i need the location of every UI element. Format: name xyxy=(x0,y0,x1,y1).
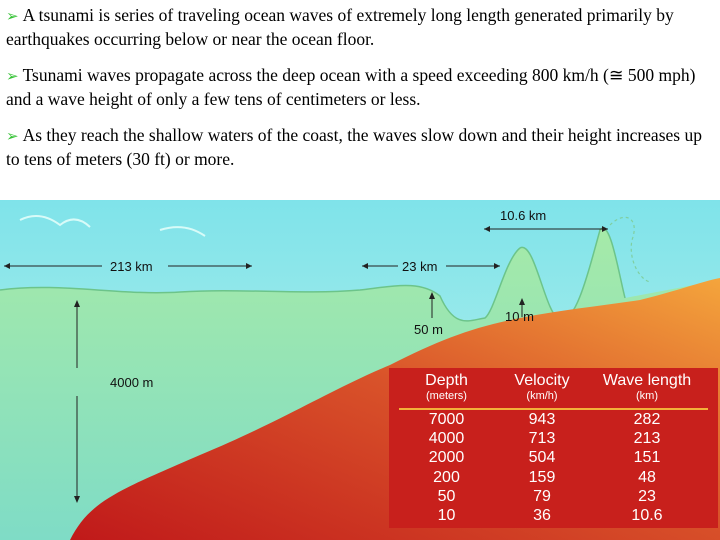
wave-surface xyxy=(0,227,626,322)
bullet-text: A tsunami is series of traveling ocean w… xyxy=(6,5,674,49)
bullet-text: Tsunami waves propagate across the deep … xyxy=(6,65,696,109)
cell-depth: 200 xyxy=(433,468,460,486)
wavelength-mid-label: 23 km xyxy=(402,259,437,274)
bullet-item: ➢ As they reach the shallow waters of the… xyxy=(6,124,716,171)
bullet-list: ➢ A tsunami is series of traveling ocean … xyxy=(6,4,716,184)
cell-wavelength: 282 xyxy=(633,411,661,428)
cell-wavelength: 213 xyxy=(633,430,661,448)
cell-wavelength: 151 xyxy=(633,449,661,467)
table-row: 2000 504 151 xyxy=(389,448,718,467)
table-row: 7000 943 282 xyxy=(389,410,718,429)
header-title: Velocity xyxy=(514,372,570,389)
breaking-wave-outline xyxy=(609,216,651,283)
header-unit: (meters) xyxy=(426,390,467,402)
table-header: Depth (meters) Velocity (km/h) Wave leng… xyxy=(389,372,718,412)
cell-depth: 2000 xyxy=(428,449,465,467)
arrowhead-bullet-icon: ➢ xyxy=(6,67,19,85)
header-title: Depth xyxy=(425,372,468,389)
cell-depth: 10 xyxy=(437,506,456,524)
cell-depth: 4000 xyxy=(428,430,465,448)
cell-depth: 50 xyxy=(437,487,456,505)
cell-wavelength: 10.6 xyxy=(631,506,663,524)
header-unit: (km) xyxy=(636,390,658,402)
bullet-item: ➢ A tsunami is series of traveling ocean … xyxy=(6,4,716,51)
arrowhead-bullet-icon: ➢ xyxy=(6,7,19,25)
cell-velocity: 36 xyxy=(533,506,551,524)
cell-velocity: 159 xyxy=(528,468,556,486)
depth-shallow-label: 10 m xyxy=(505,309,534,324)
header-velocity: Velocity (km/h) xyxy=(497,372,587,403)
wavelength-shallow-label: 10.6 km xyxy=(500,208,546,223)
depth-arrow xyxy=(74,300,80,503)
depth-label: 4000 m xyxy=(110,375,153,390)
wavelength-deep-label: 213 km xyxy=(110,259,153,274)
depth-mid-arrow xyxy=(429,292,435,318)
cloud-decoration xyxy=(159,226,206,237)
cell-wavelength: 48 xyxy=(638,468,656,486)
header-wavelength: Wave length (km) xyxy=(587,372,707,403)
header-divider xyxy=(399,408,708,410)
wavelength-deep-arrow xyxy=(4,263,252,269)
cell-wavelength: 23 xyxy=(638,487,656,505)
tsunami-data-table: Depth (meters) Velocity (km/h) Wave leng… xyxy=(389,368,718,528)
bullet-item: ➢ Tsunami waves propagate across the deep… xyxy=(6,64,716,111)
cell-velocity: 504 xyxy=(528,449,556,467)
table-row: 10 36 10.6 xyxy=(389,506,718,525)
arrowhead-bullet-icon: ➢ xyxy=(6,127,19,145)
cell-velocity: 79 xyxy=(533,487,551,505)
depth-mid-label: 50 m xyxy=(414,322,443,337)
header-depth: Depth (meters) xyxy=(399,372,494,403)
header-title: Wave length xyxy=(602,372,692,389)
wavelength-mid-arrow xyxy=(362,263,500,269)
table-row: 50 79 23 xyxy=(389,487,718,506)
table-row: 4000 713 213 xyxy=(389,429,718,448)
cell-velocity: 943 xyxy=(528,411,556,428)
cell-velocity: 713 xyxy=(528,430,556,448)
depth-shallow-arrow xyxy=(519,298,525,317)
table-row: 200 159 48 xyxy=(389,468,718,487)
cell-depth: 7000 xyxy=(428,411,465,428)
wavelength-shallow-arrow xyxy=(484,226,608,232)
bullet-text: As they reach the shallow waters of the … xyxy=(6,125,702,169)
header-unit: (km/h) xyxy=(526,390,558,402)
table-body: 7000 943 282 4000 713 213 2000 504 151 2… xyxy=(389,410,718,525)
cloud-decoration xyxy=(19,215,91,228)
